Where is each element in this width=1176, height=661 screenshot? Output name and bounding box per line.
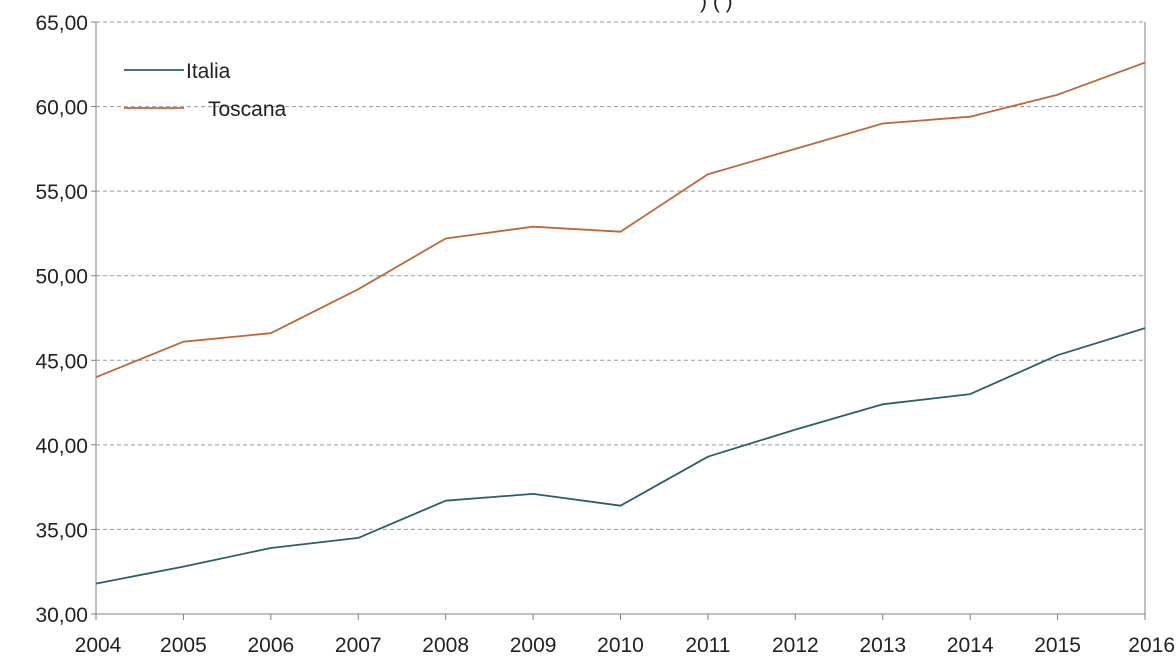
x-tick-label: 2012 <box>772 634 819 657</box>
legend-label: Toscana <box>208 98 287 121</box>
x-tick-label: 2007 <box>335 634 382 657</box>
x-tick-label: 2005 <box>160 634 207 657</box>
x-tick-label: 2004 <box>75 634 122 657</box>
x-tick-label: 2006 <box>247 634 294 657</box>
x-tick-label: 2013 <box>859 634 906 657</box>
chart-title-clipped: ) ( ) <box>700 0 733 13</box>
x-tick-label: 2008 <box>422 634 469 657</box>
y-tick-label: 35,00 <box>35 519 88 542</box>
x-tick-label: 2011 <box>685 634 730 657</box>
x-tick-label: 2016 <box>1128 634 1175 657</box>
y-axis-ticks: 30,00 35,00 40,00 45,00 50,00 55,00 60,00 65,00 <box>35 12 96 627</box>
y-tick-label: 50,00 <box>35 266 88 289</box>
y-tick-label: 60,00 <box>35 97 88 120</box>
y-tick-label: 55,00 <box>35 181 88 204</box>
legend: Italia Toscana <box>124 60 287 121</box>
legend-label: Italia <box>186 60 231 83</box>
y-tick-label: 40,00 <box>35 435 88 458</box>
y-tick-label: 30,00 <box>35 604 88 627</box>
x-tick-label: 2009 <box>510 634 557 657</box>
clipped-title-text: ) ( ) <box>700 0 733 13</box>
x-tick-label: 2010 <box>597 634 644 657</box>
x-axis-ticks: 2004 2005 2006 2007 2008 2009 2010 2011 2012 2013… <box>75 614 1175 657</box>
y-tick-label: 45,00 <box>35 350 88 373</box>
x-tick-label: 2014 <box>947 634 994 657</box>
series-line-italia <box>95 327 1146 585</box>
series-lines <box>95 61 1146 585</box>
y-tick-label: 65,00 <box>35 12 88 35</box>
series-line-toscana <box>95 61 1146 379</box>
x-tick-label: 2015 <box>1034 634 1081 657</box>
